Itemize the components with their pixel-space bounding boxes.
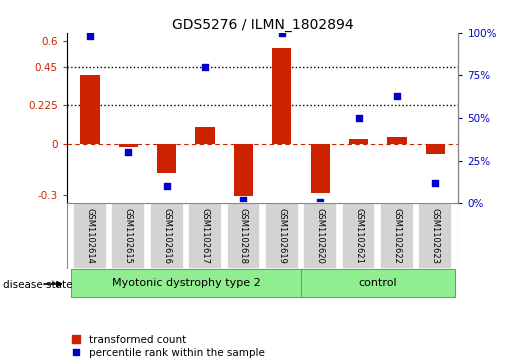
Bar <box>71 269 301 297</box>
Bar <box>272 48 291 144</box>
Text: GSM1102622: GSM1102622 <box>392 208 402 264</box>
Bar <box>73 203 107 269</box>
Bar <box>419 203 452 269</box>
Bar <box>311 144 330 193</box>
Bar <box>80 75 99 144</box>
Bar <box>234 144 253 196</box>
Bar <box>303 203 337 269</box>
Point <box>278 30 286 36</box>
Text: disease state: disease state <box>3 280 72 290</box>
Text: GSM1102623: GSM1102623 <box>431 208 440 264</box>
Bar <box>150 203 184 269</box>
Point <box>354 115 363 121</box>
Text: Myotonic dystrophy type 2: Myotonic dystrophy type 2 <box>112 278 260 288</box>
Text: GSM1102617: GSM1102617 <box>200 208 210 264</box>
Title: GDS5276 / ILMN_1802894: GDS5276 / ILMN_1802894 <box>172 18 353 32</box>
Point <box>239 197 248 203</box>
Text: GSM1102616: GSM1102616 <box>162 208 171 264</box>
Point <box>316 199 324 204</box>
Bar <box>196 127 215 144</box>
Bar <box>387 137 406 144</box>
Point <box>124 149 132 155</box>
Bar <box>157 144 176 172</box>
Text: GSM1102619: GSM1102619 <box>278 208 286 264</box>
Text: GSM1102615: GSM1102615 <box>124 208 133 264</box>
Text: GSM1102620: GSM1102620 <box>316 208 325 264</box>
Bar <box>426 144 445 154</box>
Bar <box>349 139 368 144</box>
Point <box>86 33 94 39</box>
Text: control: control <box>358 278 397 288</box>
Legend: transformed count, percentile rank within the sample: transformed count, percentile rank withi… <box>72 335 265 358</box>
Text: GSM1102618: GSM1102618 <box>239 208 248 264</box>
Bar <box>188 203 222 269</box>
Bar <box>119 144 138 147</box>
Text: GSM1102614: GSM1102614 <box>85 208 94 264</box>
Point <box>431 180 439 186</box>
Point <box>201 64 209 70</box>
Bar <box>380 203 414 269</box>
Bar <box>301 269 455 297</box>
Text: GSM1102621: GSM1102621 <box>354 208 363 264</box>
Bar <box>227 203 261 269</box>
Bar <box>265 203 299 269</box>
Point <box>163 183 171 189</box>
Point <box>393 93 401 99</box>
Bar <box>341 203 375 269</box>
Bar <box>111 203 145 269</box>
